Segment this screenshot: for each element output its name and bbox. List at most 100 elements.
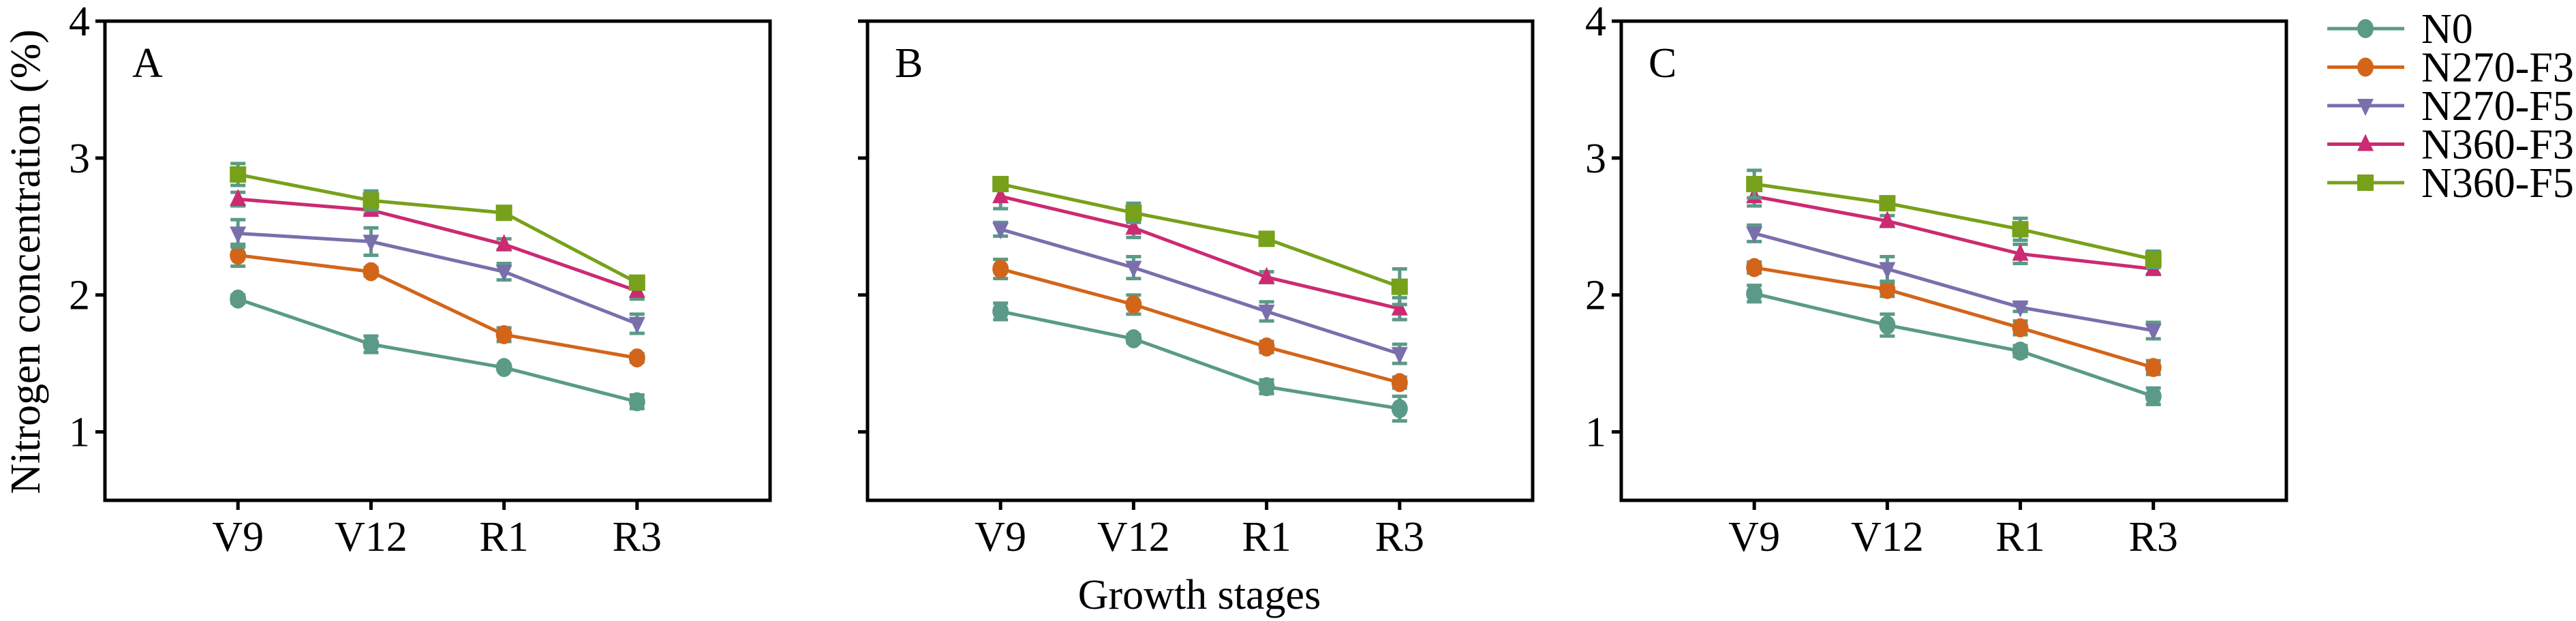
data-point — [628, 274, 645, 291]
series-n270-f5 — [992, 220, 1408, 365]
y-tick-label: 3 — [1585, 136, 1606, 182]
data-point — [363, 192, 380, 209]
data-point — [992, 222, 1009, 240]
x-tick-label: R1 — [1995, 514, 2044, 560]
series-line — [1753, 292, 2154, 398]
data-point — [495, 264, 512, 282]
data-point — [628, 316, 645, 334]
data-point — [1258, 337, 1275, 357]
data-point — [1125, 294, 1142, 314]
data-point — [2012, 342, 2029, 361]
series-n0 — [992, 301, 1408, 423]
x-tick-label: V12 — [1851, 514, 1924, 560]
data-point — [495, 205, 512, 222]
series-n360-f5 — [992, 176, 1408, 307]
panel-label: B — [895, 40, 923, 87]
legend-entry: N360-F3 — [2327, 122, 2574, 168]
legend-entry: N270-F3 — [2327, 45, 2574, 91]
data-point — [1258, 304, 1275, 322]
data-point — [2012, 243, 2029, 261]
series-line — [1753, 194, 2154, 271]
plot-frame — [1619, 19, 2288, 502]
data-point — [2012, 221, 2029, 238]
data-point — [1258, 377, 1275, 397]
series-line — [1000, 267, 1400, 384]
series-line — [1000, 227, 1400, 356]
data-point — [1879, 315, 1896, 335]
legend-label: N0 — [2421, 6, 2473, 52]
data-point — [363, 335, 380, 354]
legend-marker — [2357, 19, 2374, 38]
data-point — [1746, 226, 1763, 244]
data-point — [628, 392, 645, 412]
data-point — [2145, 323, 2162, 341]
legend-marker — [2357, 57, 2374, 77]
series-line — [1753, 266, 2154, 369]
x-tick-label: R1 — [479, 514, 528, 560]
series-n0 — [230, 289, 645, 412]
x-tick-label: R1 — [1242, 514, 1291, 560]
x-tick-label: V12 — [335, 514, 408, 560]
series-n0 — [1746, 284, 2162, 406]
series-line — [237, 297, 638, 404]
series-line — [237, 253, 638, 360]
legend-label: N270-F5 — [2421, 83, 2574, 130]
data-point — [2012, 300, 2029, 318]
data-point — [1879, 211, 1896, 228]
panel-a: 1 2 3 4 V9 V12 R1 R3 A — [69, 0, 772, 560]
data-point — [230, 245, 247, 265]
x-axis-label: Growth stages — [1078, 572, 1321, 618]
legend-label: N270-F3 — [2421, 45, 2574, 91]
data-point — [1879, 195, 1896, 212]
y-tick-label: 2 — [1585, 273, 1606, 319]
legend-marker — [2357, 99, 2374, 116]
y-tick-label: 1 — [69, 410, 90, 456]
data-point — [230, 189, 247, 207]
x-tick-label: V9 — [212, 514, 264, 560]
x-tick-label: R3 — [613, 514, 662, 560]
data-point — [230, 226, 247, 244]
data-point — [1879, 262, 1896, 279]
series-n270-f3 — [230, 242, 645, 368]
data-point — [1125, 260, 1142, 278]
data-point — [363, 234, 380, 252]
series-n270-f5 — [230, 217, 645, 335]
data-point — [1125, 217, 1142, 235]
series-n270-f3 — [992, 257, 1408, 393]
series-n360-f5 — [230, 162, 645, 291]
panel-label: C — [1649, 40, 1676, 87]
data-point — [1125, 205, 1142, 222]
series-n270-f5 — [1746, 223, 2162, 341]
data-point — [1391, 298, 1408, 316]
data-point — [1391, 278, 1408, 295]
x-tick-label: V12 — [1097, 514, 1170, 560]
series-n360-f3 — [230, 189, 645, 301]
series-line — [238, 231, 638, 326]
data-point — [2145, 358, 2162, 378]
plot-frame — [103, 19, 772, 502]
data-point — [992, 259, 1009, 279]
series-line — [1000, 182, 1400, 289]
data-point — [992, 186, 1009, 204]
panel-label: A — [132, 40, 163, 87]
data-point — [1391, 399, 1408, 419]
legend-entry: N360-F5 — [2327, 160, 2574, 207]
data-point — [1391, 347, 1408, 365]
data-point — [2145, 387, 2162, 406]
data-point — [1746, 258, 1763, 277]
legend-label: N360-F5 — [2421, 160, 2574, 207]
legend-entry: N0 — [2327, 6, 2473, 52]
x-tick-label: R3 — [1375, 514, 1424, 560]
series-line — [237, 197, 638, 293]
data-point — [2145, 251, 2162, 268]
x-tick-label: R3 — [2129, 514, 2178, 560]
series-n360-f5 — [1746, 168, 2162, 270]
series-n360-f3 — [992, 182, 1408, 322]
data-point — [495, 234, 512, 252]
legend-marker — [2357, 134, 2374, 151]
panel-b: V9 V12 R1 R3 B — [858, 19, 1535, 560]
data-point — [363, 262, 380, 282]
data-point — [992, 176, 1009, 193]
